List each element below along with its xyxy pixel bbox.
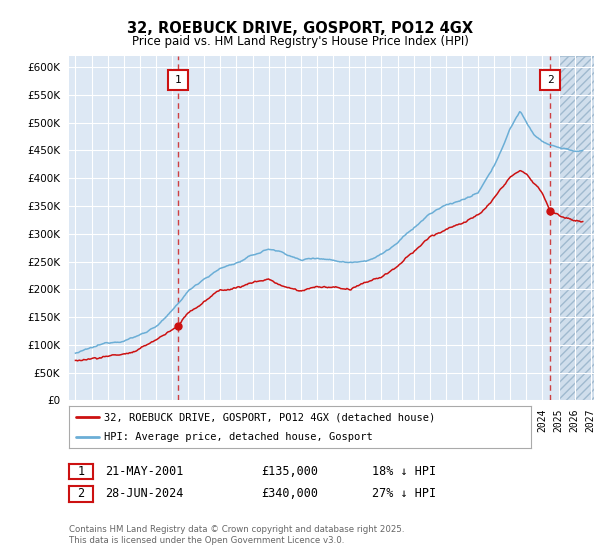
Text: 18% ↓ HPI: 18% ↓ HPI — [372, 465, 436, 478]
Text: £340,000: £340,000 — [261, 487, 318, 501]
Text: 2: 2 — [77, 487, 85, 501]
Text: Contains HM Land Registry data © Crown copyright and database right 2025.
This d: Contains HM Land Registry data © Crown c… — [69, 525, 404, 545]
Text: 28-JUN-2024: 28-JUN-2024 — [105, 487, 184, 501]
Text: £135,000: £135,000 — [261, 465, 318, 478]
Text: 1: 1 — [77, 465, 85, 478]
Text: HPI: Average price, detached house, Gosport: HPI: Average price, detached house, Gosp… — [104, 432, 373, 442]
Text: 32, ROEBUCK DRIVE, GOSPORT, PO12 4GX (detached house): 32, ROEBUCK DRIVE, GOSPORT, PO12 4GX (de… — [104, 412, 435, 422]
Text: 21-MAY-2001: 21-MAY-2001 — [105, 465, 184, 478]
Text: 1: 1 — [175, 75, 182, 85]
Bar — [559, 56, 594, 400]
Bar — [559, 56, 594, 400]
Text: 2: 2 — [547, 75, 554, 85]
Text: 32, ROEBUCK DRIVE, GOSPORT, PO12 4GX: 32, ROEBUCK DRIVE, GOSPORT, PO12 4GX — [127, 21, 473, 36]
Text: 27% ↓ HPI: 27% ↓ HPI — [372, 487, 436, 501]
Text: Price paid vs. HM Land Registry's House Price Index (HPI): Price paid vs. HM Land Registry's House … — [131, 35, 469, 48]
